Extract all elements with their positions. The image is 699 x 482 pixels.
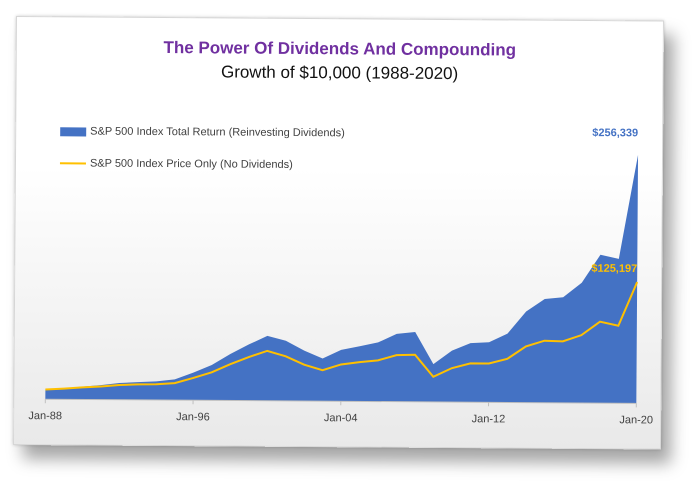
x-tick-label: Jan-04 [324,412,358,424]
x-tick-label: Jan-88 [28,410,62,422]
x-tick-label: Jan-96 [176,411,210,423]
x-tick-label: Jan-12 [472,413,506,425]
series-line-price-only [45,281,639,391]
plot-area: Jan-88 Jan-96 Jan-04 Jan-12 Jan-20 $256,339 … [28,127,653,426]
x-tick-label: Jan-20 [619,414,653,426]
chart-card: The Power Of Dividends And Compounding G… [13,16,664,450]
x-axis-ticks: Jan-88 Jan-96 Jan-04 Jan-12 Jan-20 [28,399,653,426]
end-label-total-return: $256,339 [592,127,638,139]
series-area-total-return [45,154,639,404]
end-label-price-only: $125,197 [591,263,637,275]
